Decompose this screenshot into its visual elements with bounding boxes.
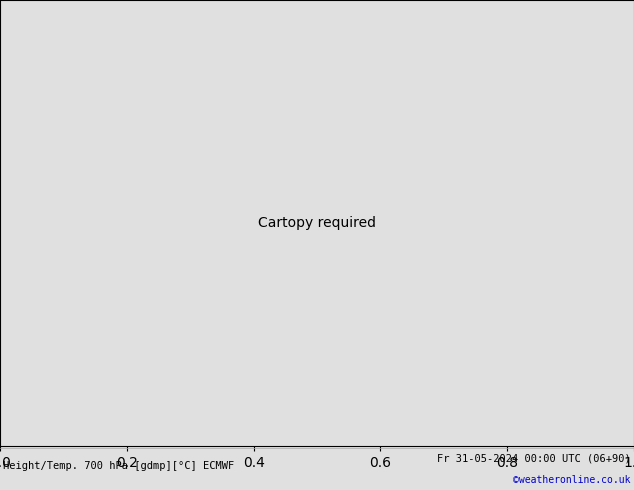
Text: Cartopy required: Cartopy required: [258, 216, 376, 230]
Text: ©weatheronline.co.uk: ©weatheronline.co.uk: [514, 475, 631, 485]
Text: Height/Temp. 700 hPa [gdmp][°C] ECMWF: Height/Temp. 700 hPa [gdmp][°C] ECMWF: [3, 461, 235, 471]
Text: Fr 31-05-2024 00:00 UTC (06+90): Fr 31-05-2024 00:00 UTC (06+90): [437, 453, 631, 463]
